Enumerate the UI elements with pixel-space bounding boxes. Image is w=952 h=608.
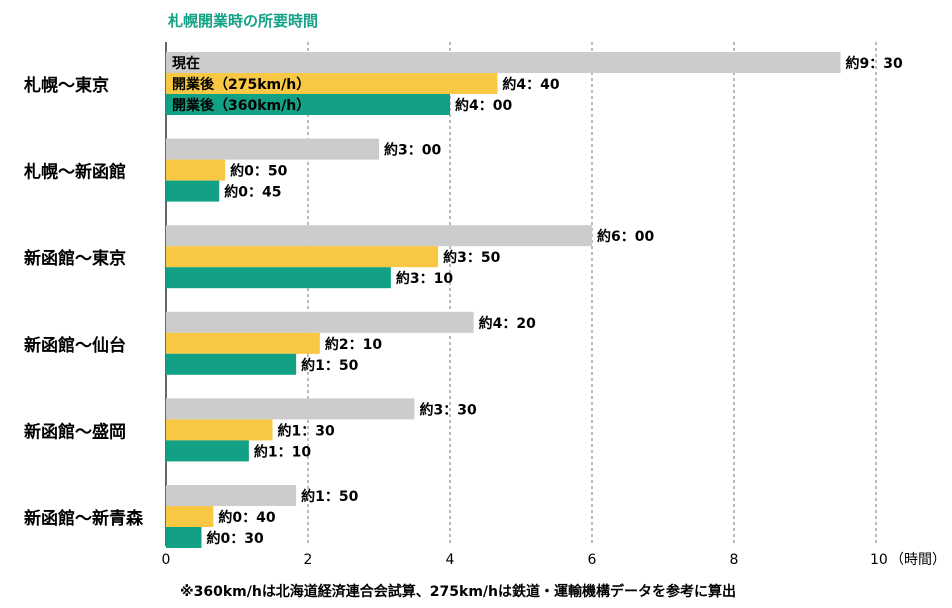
x-tick-label: 4 — [446, 552, 455, 568]
category-label: 新函館～仙台 — [24, 335, 126, 356]
bar — [166, 485, 297, 506]
bar-value-label: 約0：40 — [218, 509, 275, 526]
bar — [166, 440, 249, 462]
bar — [166, 527, 202, 548]
bar-value-label: 約3：50 — [443, 249, 500, 266]
legend-label: 開業後（275km/h） — [172, 76, 310, 93]
bar — [166, 138, 379, 160]
bar — [166, 225, 592, 247]
bar-labels: 約9：30 約4：40 約4：00 約3：00 約0：50 約0：45 約6：00 約3：50… — [207, 55, 903, 547]
bar — [166, 52, 841, 73]
x-tick-label: 2 — [304, 552, 313, 568]
bars — [166, 52, 841, 548]
chart-title: 札幌開業時の所要時間 — [167, 12, 318, 30]
footnote: ※360km/hは北海道経済連合会試算、275km/hは鉄道・運輸機構データを参… — [180, 583, 736, 600]
bar — [166, 180, 220, 202]
x-tick-label: 0 — [162, 552, 171, 568]
bar — [166, 332, 320, 354]
bar-value-label: 約4：20 — [479, 315, 536, 332]
bar-value-label: 約3：30 — [420, 401, 477, 418]
bar — [166, 398, 415, 420]
x-tick-label: 10 — [870, 552, 888, 568]
bar-value-label: 約4：00 — [455, 97, 512, 114]
bar-value-label: 約1：50 — [301, 488, 358, 505]
bar — [166, 267, 391, 289]
bar-value-label: 約1：10 — [254, 443, 311, 460]
bar-value-label: 約6：00 — [597, 228, 654, 245]
category-label: 札幌～東京 — [23, 75, 109, 96]
category-label: 新函館～新青森 — [24, 508, 144, 529]
legend-label: 現在 — [172, 55, 200, 72]
bar-value-label: 約0：30 — [207, 530, 264, 547]
category-label: 新函館～盛岡 — [24, 421, 126, 442]
bar-value-label: 約3：10 — [396, 270, 453, 287]
bar-value-label: 約1：50 — [301, 357, 358, 374]
category-label: 新函館～東京 — [24, 248, 126, 269]
bar — [166, 159, 226, 181]
bar — [166, 311, 474, 333]
bar-value-label: 約3：00 — [384, 142, 441, 159]
bar-value-label: 約4：40 — [502, 76, 559, 93]
bar — [166, 506, 214, 527]
bar-value-label: 約0：45 — [224, 184, 281, 201]
x-ticks: 0 2 4 6 8 10 — [162, 552, 888, 568]
bar-value-label: 約2：10 — [325, 336, 382, 353]
bar — [166, 94, 450, 115]
x-axis-unit: （時間） — [890, 552, 946, 568]
bar-value-label: 約1：30 — [278, 422, 335, 439]
bar — [166, 246, 439, 268]
x-tick-label: 8 — [730, 552, 739, 568]
bar — [166, 353, 297, 375]
bar-value-label: 約0：50 — [230, 163, 287, 180]
category-label: 札幌～新函館 — [23, 162, 126, 183]
bar — [166, 73, 498, 94]
bar — [166, 419, 273, 441]
grid-lines — [165, 42, 877, 546]
x-tick-label: 6 — [588, 552, 597, 568]
bar-value-label: 約9：30 — [846, 55, 903, 72]
legend-label: 開業後（360km/h） — [172, 97, 310, 114]
